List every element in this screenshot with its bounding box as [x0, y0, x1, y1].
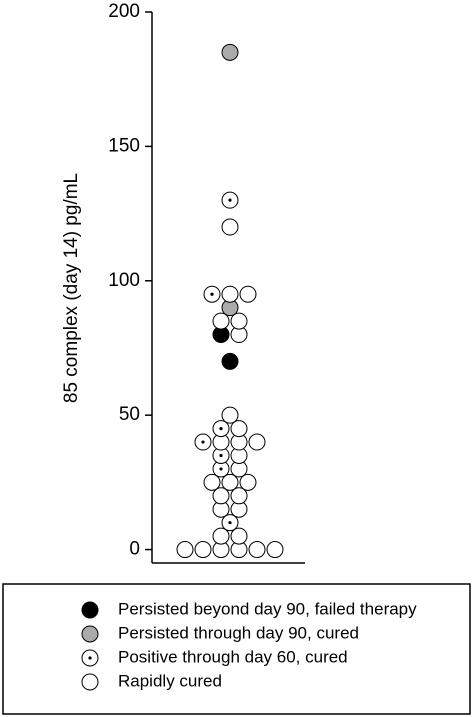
- dot: [266, 541, 284, 559]
- legend-label: Rapidly cured: [118, 671, 222, 690]
- dot: [221, 473, 239, 491]
- dot: [230, 487, 248, 505]
- dot-center: [228, 198, 232, 202]
- dot: [248, 433, 266, 451]
- data-point: [212, 527, 230, 545]
- data-point: [176, 541, 194, 559]
- legend-label: Positive through day 60, cured: [118, 647, 348, 666]
- dot-center: [219, 453, 223, 458]
- data-point: [221, 191, 239, 209]
- data-point: [212, 487, 230, 505]
- data-point: [203, 473, 221, 491]
- data-point: [266, 541, 284, 559]
- data-point: [221, 218, 239, 236]
- dot: [221, 43, 239, 61]
- legend-entry: Positive through day 60, cured: [81, 647, 348, 667]
- data-point: [230, 527, 248, 545]
- dot: [221, 406, 239, 424]
- dot-center: [210, 292, 214, 296]
- dot: [212, 487, 230, 505]
- data-point: [212, 420, 230, 438]
- data-point: [194, 433, 212, 451]
- y-tick-label: 0: [129, 539, 140, 560]
- data-point: [221, 406, 239, 424]
- data-point: [230, 420, 248, 438]
- dot: [81, 601, 99, 619]
- dot: [248, 541, 266, 559]
- dot: [212, 527, 230, 545]
- y-tick-label: 50: [119, 404, 140, 425]
- y-axis-label: 85 complex (day 14) pg/mL: [61, 173, 82, 403]
- dot: [81, 625, 99, 643]
- dot-center: [219, 467, 223, 471]
- data-point: [212, 312, 230, 330]
- dot: [230, 420, 248, 438]
- dot-center: [228, 521, 232, 525]
- y-tick-label: 100: [108, 270, 140, 291]
- data-point: [221, 514, 239, 532]
- data-point: [203, 285, 221, 303]
- dot: [230, 527, 248, 545]
- data-point: [239, 473, 257, 491]
- dot: [221, 352, 239, 370]
- dot: [203, 473, 221, 491]
- legend-label: Persisted beyond day 90, failed therapy: [118, 599, 417, 618]
- legend-entry: Persisted through day 90, cured: [81, 623, 359, 643]
- dot: [194, 541, 212, 559]
- legend-entry: Persisted beyond day 90, failed therapy: [81, 599, 417, 619]
- dot: [239, 285, 257, 303]
- legend-label: Persisted through day 90, cured: [118, 623, 359, 642]
- y-tick-label: 200: [108, 1, 140, 22]
- dot: [221, 218, 239, 236]
- data-point: [239, 285, 257, 303]
- data-point: [194, 541, 212, 559]
- dot: [212, 312, 230, 330]
- y-tick-label: 150: [108, 135, 140, 156]
- data-point: [248, 541, 266, 559]
- data-point: [221, 285, 239, 303]
- dot: [221, 285, 239, 303]
- dot: [239, 473, 257, 491]
- dot-center: [88, 656, 92, 660]
- data-point: [230, 487, 248, 505]
- data-point: [221, 352, 239, 370]
- data-point: [212, 460, 230, 478]
- data-point: [221, 43, 239, 61]
- legend-box: [2, 583, 471, 715]
- dot: [176, 541, 194, 559]
- dot-center: [201, 440, 205, 444]
- dot: [81, 673, 99, 691]
- legend-entry: Rapidly cured: [81, 671, 222, 691]
- data-point: [221, 473, 239, 491]
- data-point: [230, 312, 248, 330]
- data-point: [248, 433, 266, 451]
- dot-center: [219, 427, 223, 431]
- dot: [230, 312, 248, 330]
